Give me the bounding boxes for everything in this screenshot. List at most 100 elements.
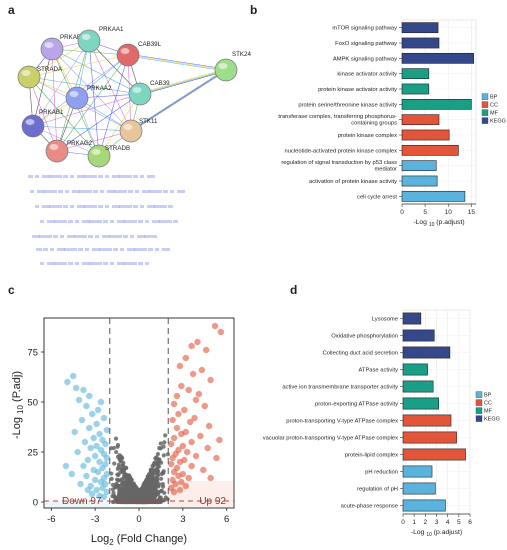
blur-block: [105, 205, 109, 208]
panel-letter-b: b: [250, 3, 257, 17]
ns-point: [147, 499, 152, 504]
blur-block: [63, 175, 68, 178]
ns-point: [157, 496, 162, 501]
ns-point: [156, 483, 161, 488]
data-point: [97, 398, 105, 406]
blur-block: [151, 235, 157, 238]
blur-block: [140, 205, 144, 208]
network-edge: [51, 48, 132, 132]
blur-block: [147, 175, 155, 178]
category-label: regulation of pH: [357, 487, 398, 493]
blur-block: [60, 235, 64, 238]
bar: [401, 190, 466, 202]
blur-block: [103, 220, 108, 223]
blur-block: [131, 220, 137, 223]
data-point: [103, 426, 111, 434]
ns-point: [153, 456, 158, 461]
data-point: [75, 396, 83, 404]
blur-block: [44, 190, 51, 193]
blur-block: [120, 248, 124, 251]
data-point: [84, 456, 92, 464]
legend-label: BP: [484, 393, 492, 399]
data-point: [205, 422, 213, 430]
network-edge: [127, 55, 227, 72]
ns-point: [152, 494, 157, 499]
y-tick-label: 75: [27, 348, 38, 359]
blur-block: [37, 190, 45, 193]
node-label: PRKAG2: [67, 140, 93, 147]
blur-block: [99, 248, 106, 251]
network-node: CAB39L: [116, 41, 162, 67]
blur-block: [47, 220, 55, 223]
ns-point: [124, 479, 129, 484]
blur-block: [117, 220, 125, 223]
blur-block: [92, 248, 100, 251]
ns-point: [163, 433, 168, 438]
blur-block: [75, 220, 79, 223]
data-point: [185, 474, 192, 482]
node-circle: [21, 114, 45, 138]
data-point: [91, 476, 99, 484]
data-point: [90, 434, 97, 442]
plot-area: [401, 19, 477, 205]
blur-block: [107, 190, 115, 193]
data-point: [192, 452, 200, 460]
data-point: [100, 493, 108, 501]
data-point: [189, 370, 197, 378]
data-point: [188, 462, 195, 470]
blur-block: [135, 190, 139, 193]
bar: [402, 380, 434, 393]
up-series: [167, 322, 225, 496]
blur-block: [40, 220, 44, 223]
x-tick-label: -6: [47, 514, 55, 525]
network-node: PRKAA1: [77, 26, 124, 53]
category-label: containing groups: [351, 121, 397, 127]
blur-block: [114, 190, 121, 193]
data-point: [201, 402, 209, 410]
network-edge: [32, 93, 141, 127]
blur-block: [53, 235, 58, 238]
ns-point: [144, 482, 149, 488]
data-point: [188, 438, 195, 446]
legend-swatch: [475, 407, 483, 414]
blur-block: [72, 190, 80, 193]
y-tick-label: 25: [27, 448, 38, 459]
ns-point: [123, 474, 128, 479]
ns-point: [123, 499, 129, 504]
x-tick-label: 5: [423, 209, 427, 216]
enrichment-bar-chart-d: Lysosome Oxidative phosphorylation Collect…: [263, 309, 500, 538]
blur-block: [35, 205, 39, 208]
blur-block: [77, 205, 85, 208]
x-tick-label: 15: [468, 209, 476, 216]
data-point: [93, 420, 100, 428]
x-axis-label: -Log 10 (p.adjust): [413, 219, 464, 228]
bar: [402, 482, 436, 495]
data-point: [86, 392, 93, 400]
node-label: PRKAA2: [87, 85, 112, 92]
ns-point: [112, 499, 117, 504]
blur-block: [110, 220, 114, 223]
ns-point: [111, 490, 116, 496]
network-edge: [32, 125, 132, 132]
data-point: [178, 430, 185, 438]
category-label: vacuolar proton-transporting V-type ATPa…: [263, 436, 398, 442]
y-axis-label: -Log 10 (P.adj): [11, 371, 25, 439]
blur-block: [98, 205, 103, 208]
network-edge: [130, 68, 227, 131]
node-highlight: [21, 70, 31, 76]
blur-block: [124, 220, 131, 223]
ns-point: [147, 475, 152, 480]
data-point: [103, 454, 111, 462]
data-point: [169, 454, 176, 462]
category-label: protein serine/threonine kinase activity: [298, 102, 397, 108]
data-point: [96, 458, 103, 466]
ns-point: [124, 490, 130, 495]
ns-point: [117, 478, 122, 483]
blur-block: [138, 220, 143, 223]
network-edge: [28, 76, 141, 95]
blur-block: [46, 235, 52, 238]
legend-swatch: [481, 117, 489, 124]
blur-block: [57, 248, 65, 251]
data-point: [170, 488, 178, 496]
